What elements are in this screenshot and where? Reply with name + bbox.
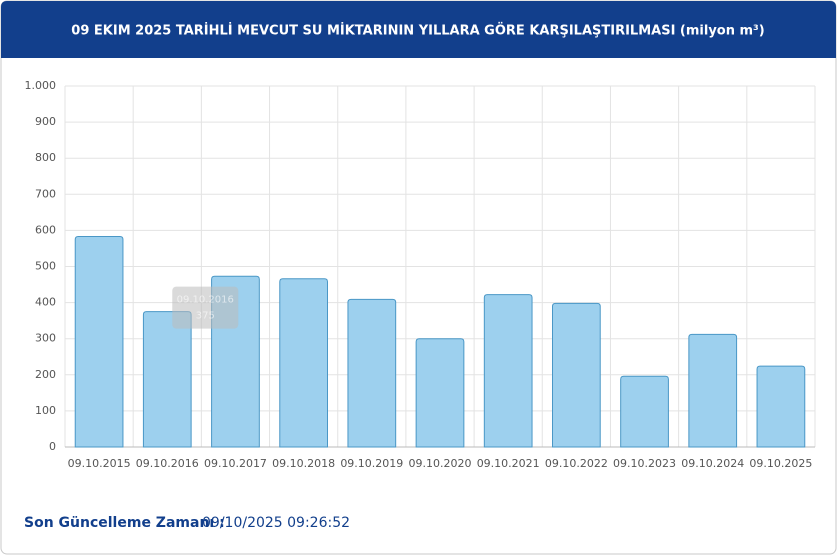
y-tick-label: 1.000 (25, 79, 57, 92)
tooltip-value: 375 (196, 311, 215, 322)
bar (415, 338, 465, 448)
y-tick-label: 600 (35, 223, 56, 236)
y-tick-label: 300 (35, 332, 56, 345)
footer-value: 09/10/2025 09:26:52 (202, 515, 350, 531)
bar (74, 236, 124, 448)
bar (688, 333, 738, 448)
y-tick-label: 100 (35, 404, 56, 417)
bar (279, 278, 328, 448)
x-tick-label: 09.10.2015 (68, 457, 131, 470)
tooltip-label: 09.10.2016 (177, 295, 234, 306)
bar (483, 294, 533, 448)
bar (756, 365, 806, 448)
x-tick-label: 09.10.2021 (477, 457, 540, 470)
bar (620, 375, 669, 448)
y-tick-label: 900 (35, 115, 56, 128)
x-tick-label: 09.10.2025 (749, 457, 812, 470)
y-tick-label: 200 (35, 368, 56, 381)
x-tick-label: 09.10.2017 (204, 457, 267, 470)
x-tick-label: 09.10.2016 (136, 457, 199, 470)
y-tick-label: 400 (35, 296, 56, 309)
x-tick-label: 09.10.2022 (545, 457, 608, 470)
bar (347, 298, 397, 448)
x-tick-label: 09.10.2019 (340, 457, 403, 470)
header (1, 1, 836, 58)
tooltip (172, 286, 239, 329)
y-tick-label: 700 (35, 187, 56, 200)
bar (142, 311, 192, 448)
y-tick-label: 0 (49, 440, 56, 453)
footer-label: Son Güncelleme Zamanı : (24, 515, 225, 531)
x-tick-label: 09.10.2018 (272, 457, 335, 470)
chart-title: 09 EKIM 2025 TARİHLİ MEVCUT SU MİKTARINI… (71, 23, 764, 39)
x-tick-label: 09.10.2023 (613, 457, 676, 470)
bar (552, 302, 601, 448)
x-tick-label: 09.10.2020 (409, 457, 472, 470)
y-tick-label: 500 (35, 260, 56, 273)
x-tick-label: 09.10.2024 (681, 457, 744, 470)
y-tick-label: 800 (35, 151, 56, 164)
